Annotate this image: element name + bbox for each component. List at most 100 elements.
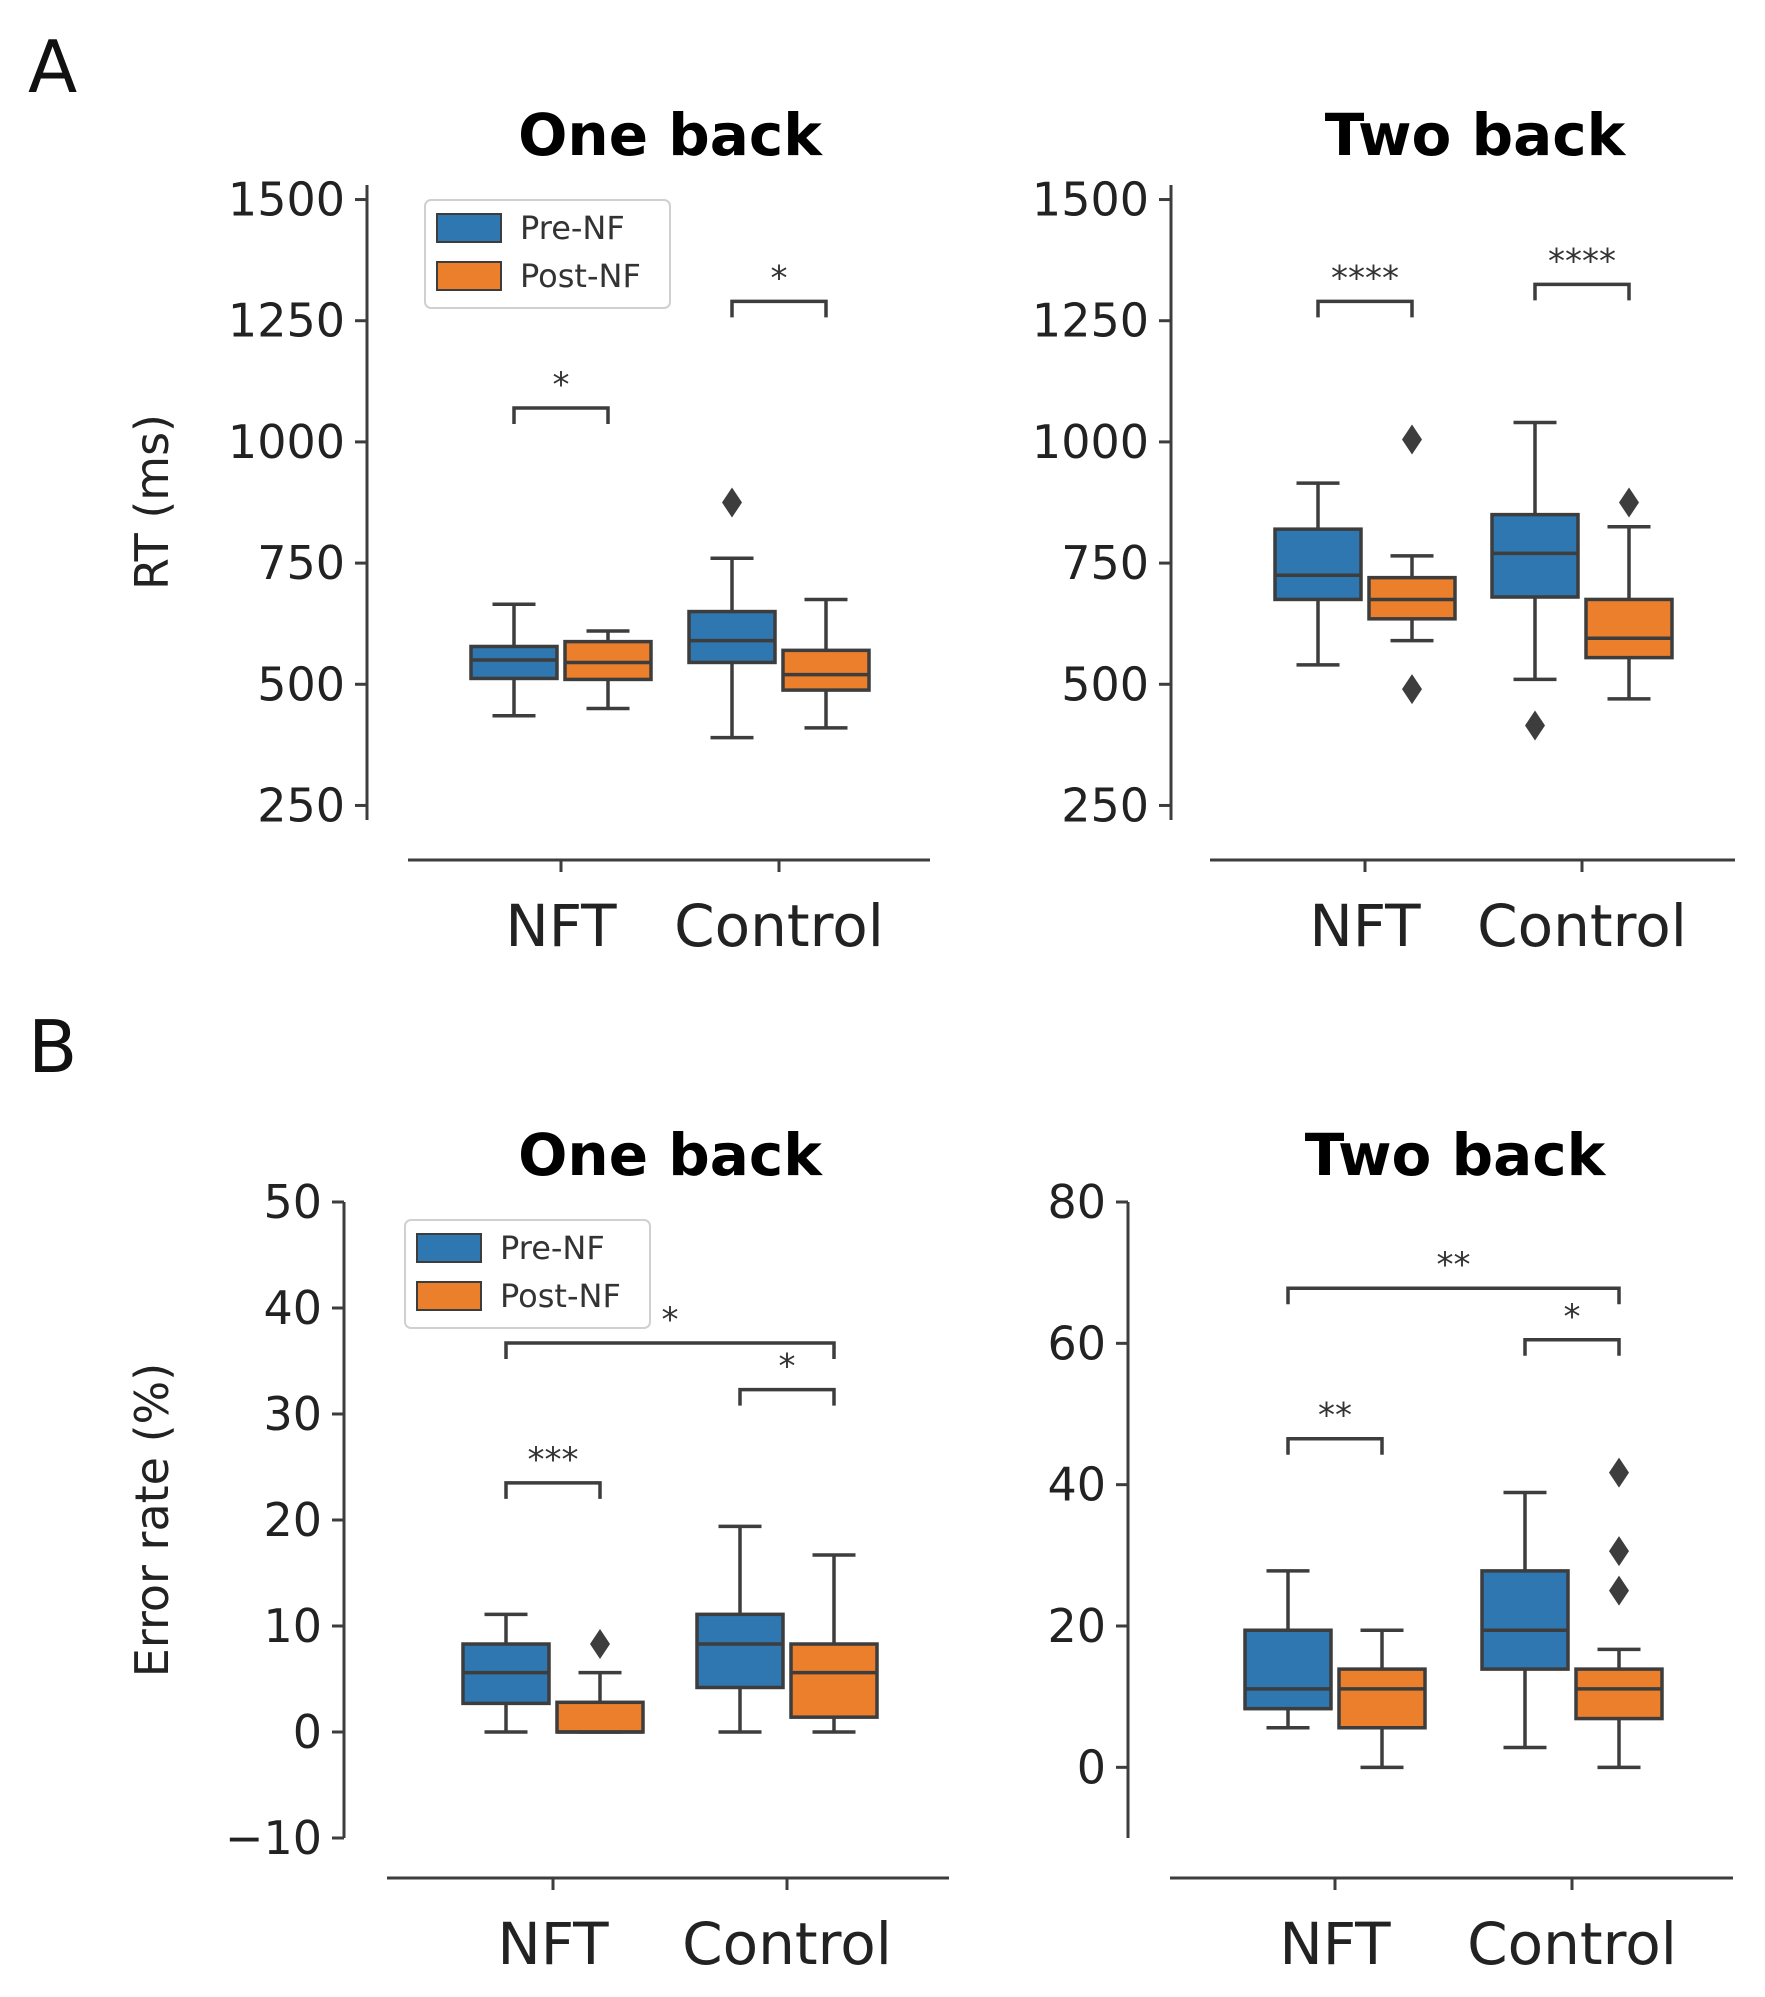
y-tick-label: 1250: [228, 294, 345, 348]
box-post-nf-control: [1574, 1457, 1664, 1770]
box-iqr: [563, 639, 653, 682]
box-iqr: [1480, 1569, 1570, 1671]
outlier-point: [1609, 1457, 1629, 1488]
x-tick-label: NFT: [1279, 1910, 1391, 1978]
y-tick-label: 20: [263, 1493, 322, 1547]
box-iqr: [687, 609, 777, 665]
significance-label: *: [779, 1347, 796, 1387]
box-pre-nf-control: [1480, 1490, 1570, 1750]
y-tick-label: 1250: [1032, 294, 1149, 348]
box-iqr: [469, 644, 559, 681]
legend-swatch: [436, 213, 502, 243]
significance-bracket: [730, 299, 828, 318]
y-tick-label: 1000: [228, 415, 345, 469]
x-tick-label: Control: [1467, 1910, 1677, 1978]
box-pre-nf-nft: [461, 1612, 551, 1734]
outlier-point: [1619, 487, 1639, 518]
box-iqr: [1243, 1628, 1333, 1711]
y-tick-label: 500: [1061, 657, 1149, 711]
significance-label: ***: [528, 1440, 579, 1480]
legend-label: Pre-NF: [500, 1229, 605, 1267]
y-tick-label: 60: [1047, 1316, 1106, 1370]
outlier-point: [1609, 1575, 1629, 1606]
y-tick-label: 0: [1077, 1740, 1106, 1794]
significance-label: *: [1564, 1297, 1581, 1337]
significance-bracket: [738, 1387, 836, 1406]
x-tick-label: NFT: [1309, 892, 1421, 960]
chart-title: Two back: [1305, 1121, 1607, 1189]
box-pre-nf-nft: [1273, 481, 1363, 667]
y-tick-label: 40: [263, 1281, 322, 1335]
significance-annotation: ****: [1533, 241, 1631, 301]
significance-label: ****: [1331, 258, 1399, 298]
significance-annotation: *: [512, 365, 610, 424]
y-tick-label: 1000: [1032, 415, 1149, 469]
y-axis-label: RT (ms): [125, 414, 179, 590]
y-tick-label: 20: [1047, 1599, 1106, 1653]
y-tick-label: 50: [263, 1175, 322, 1229]
significance-annotation: *: [730, 258, 828, 318]
legend-label: Post-NF: [520, 257, 641, 295]
box-iqr: [1574, 1667, 1664, 1721]
y-tick-label: 1500: [228, 173, 345, 227]
panel-letter-a: A: [28, 25, 77, 109]
y-tick-label: 250: [257, 778, 345, 832]
significance-bracket: [512, 406, 610, 424]
significance-label: **: [1318, 1396, 1352, 1436]
significance-annotation: ****: [1316, 258, 1414, 318]
box-post-nf-nft: [1367, 424, 1457, 705]
chart-title: One back: [518, 101, 823, 169]
significance-annotation: *: [504, 1300, 836, 1359]
outlier-point: [590, 1629, 610, 1660]
significance-annotation: ***: [504, 1440, 602, 1499]
outlier-point: [1402, 424, 1422, 455]
y-tick-label: 250: [1061, 778, 1149, 832]
legend-label: Pre-NF: [520, 209, 625, 247]
legend-label: Post-NF: [500, 1277, 621, 1315]
significance-bracket: [504, 1341, 836, 1359]
box-iqr: [1490, 512, 1580, 599]
box-iqr: [695, 1612, 785, 1690]
x-tick-label: Control: [674, 892, 884, 960]
significance-bracket: [1286, 1286, 1621, 1305]
significance-label: ****: [1548, 241, 1616, 281]
significance-annotation: **: [1286, 1245, 1621, 1305]
box-iqr: [1584, 597, 1674, 660]
y-tick-label: 30: [263, 1387, 322, 1441]
legend: Pre-NF Post-NF: [424, 199, 671, 309]
significance-annotation: **: [1286, 1396, 1384, 1455]
chart-title: Two back: [1325, 101, 1627, 169]
y-tick-label: 750: [1061, 536, 1149, 590]
y-tick-label: 1500: [1032, 173, 1149, 227]
x-tick-label: NFT: [505, 892, 617, 960]
box-pre-nf-control: [687, 487, 777, 740]
significance-bracket: [1523, 1338, 1621, 1356]
box-iqr: [1337, 1667, 1427, 1730]
box-pre-nf-control: [1490, 420, 1580, 741]
significance-bracket: [504, 1481, 602, 1499]
chart-two-back-rt: Two back 250 500 750 1000 1250 1500 NFT Control *…: [1032, 101, 1735, 960]
x-tick-label: Control: [1477, 892, 1687, 960]
box-pre-nf-nft: [1243, 1569, 1333, 1730]
box-iqr: [789, 1642, 879, 1719]
y-tick-label: 0: [293, 1705, 322, 1759]
significance-bracket: [1286, 1436, 1384, 1455]
x-tick-label: NFT: [497, 1910, 609, 1978]
significance-bracket: [1316, 299, 1414, 318]
legend-swatch: [436, 261, 502, 291]
legend: Pre-NF Post-NF: [404, 1219, 651, 1329]
box-pre-nf-nft: [469, 602, 559, 718]
panel-letter-b: B: [28, 1005, 77, 1089]
legend-swatch: [416, 1233, 482, 1263]
box-iqr: [555, 1700, 645, 1734]
box-post-nf-control: [781, 597, 871, 730]
y-tick-label: 10: [263, 1599, 322, 1653]
significance-annotation: *: [1523, 1297, 1621, 1356]
y-tick-label: 40: [1047, 1458, 1106, 1512]
significance-label: *: [553, 365, 570, 405]
outlier-point: [1609, 1536, 1629, 1567]
significance-label: *: [662, 1300, 679, 1340]
outlier-point: [722, 487, 742, 518]
chart-one-back-error: One back −10 0 10 20 30 40 50 Error rate (%) NFT C…: [125, 1121, 949, 1978]
